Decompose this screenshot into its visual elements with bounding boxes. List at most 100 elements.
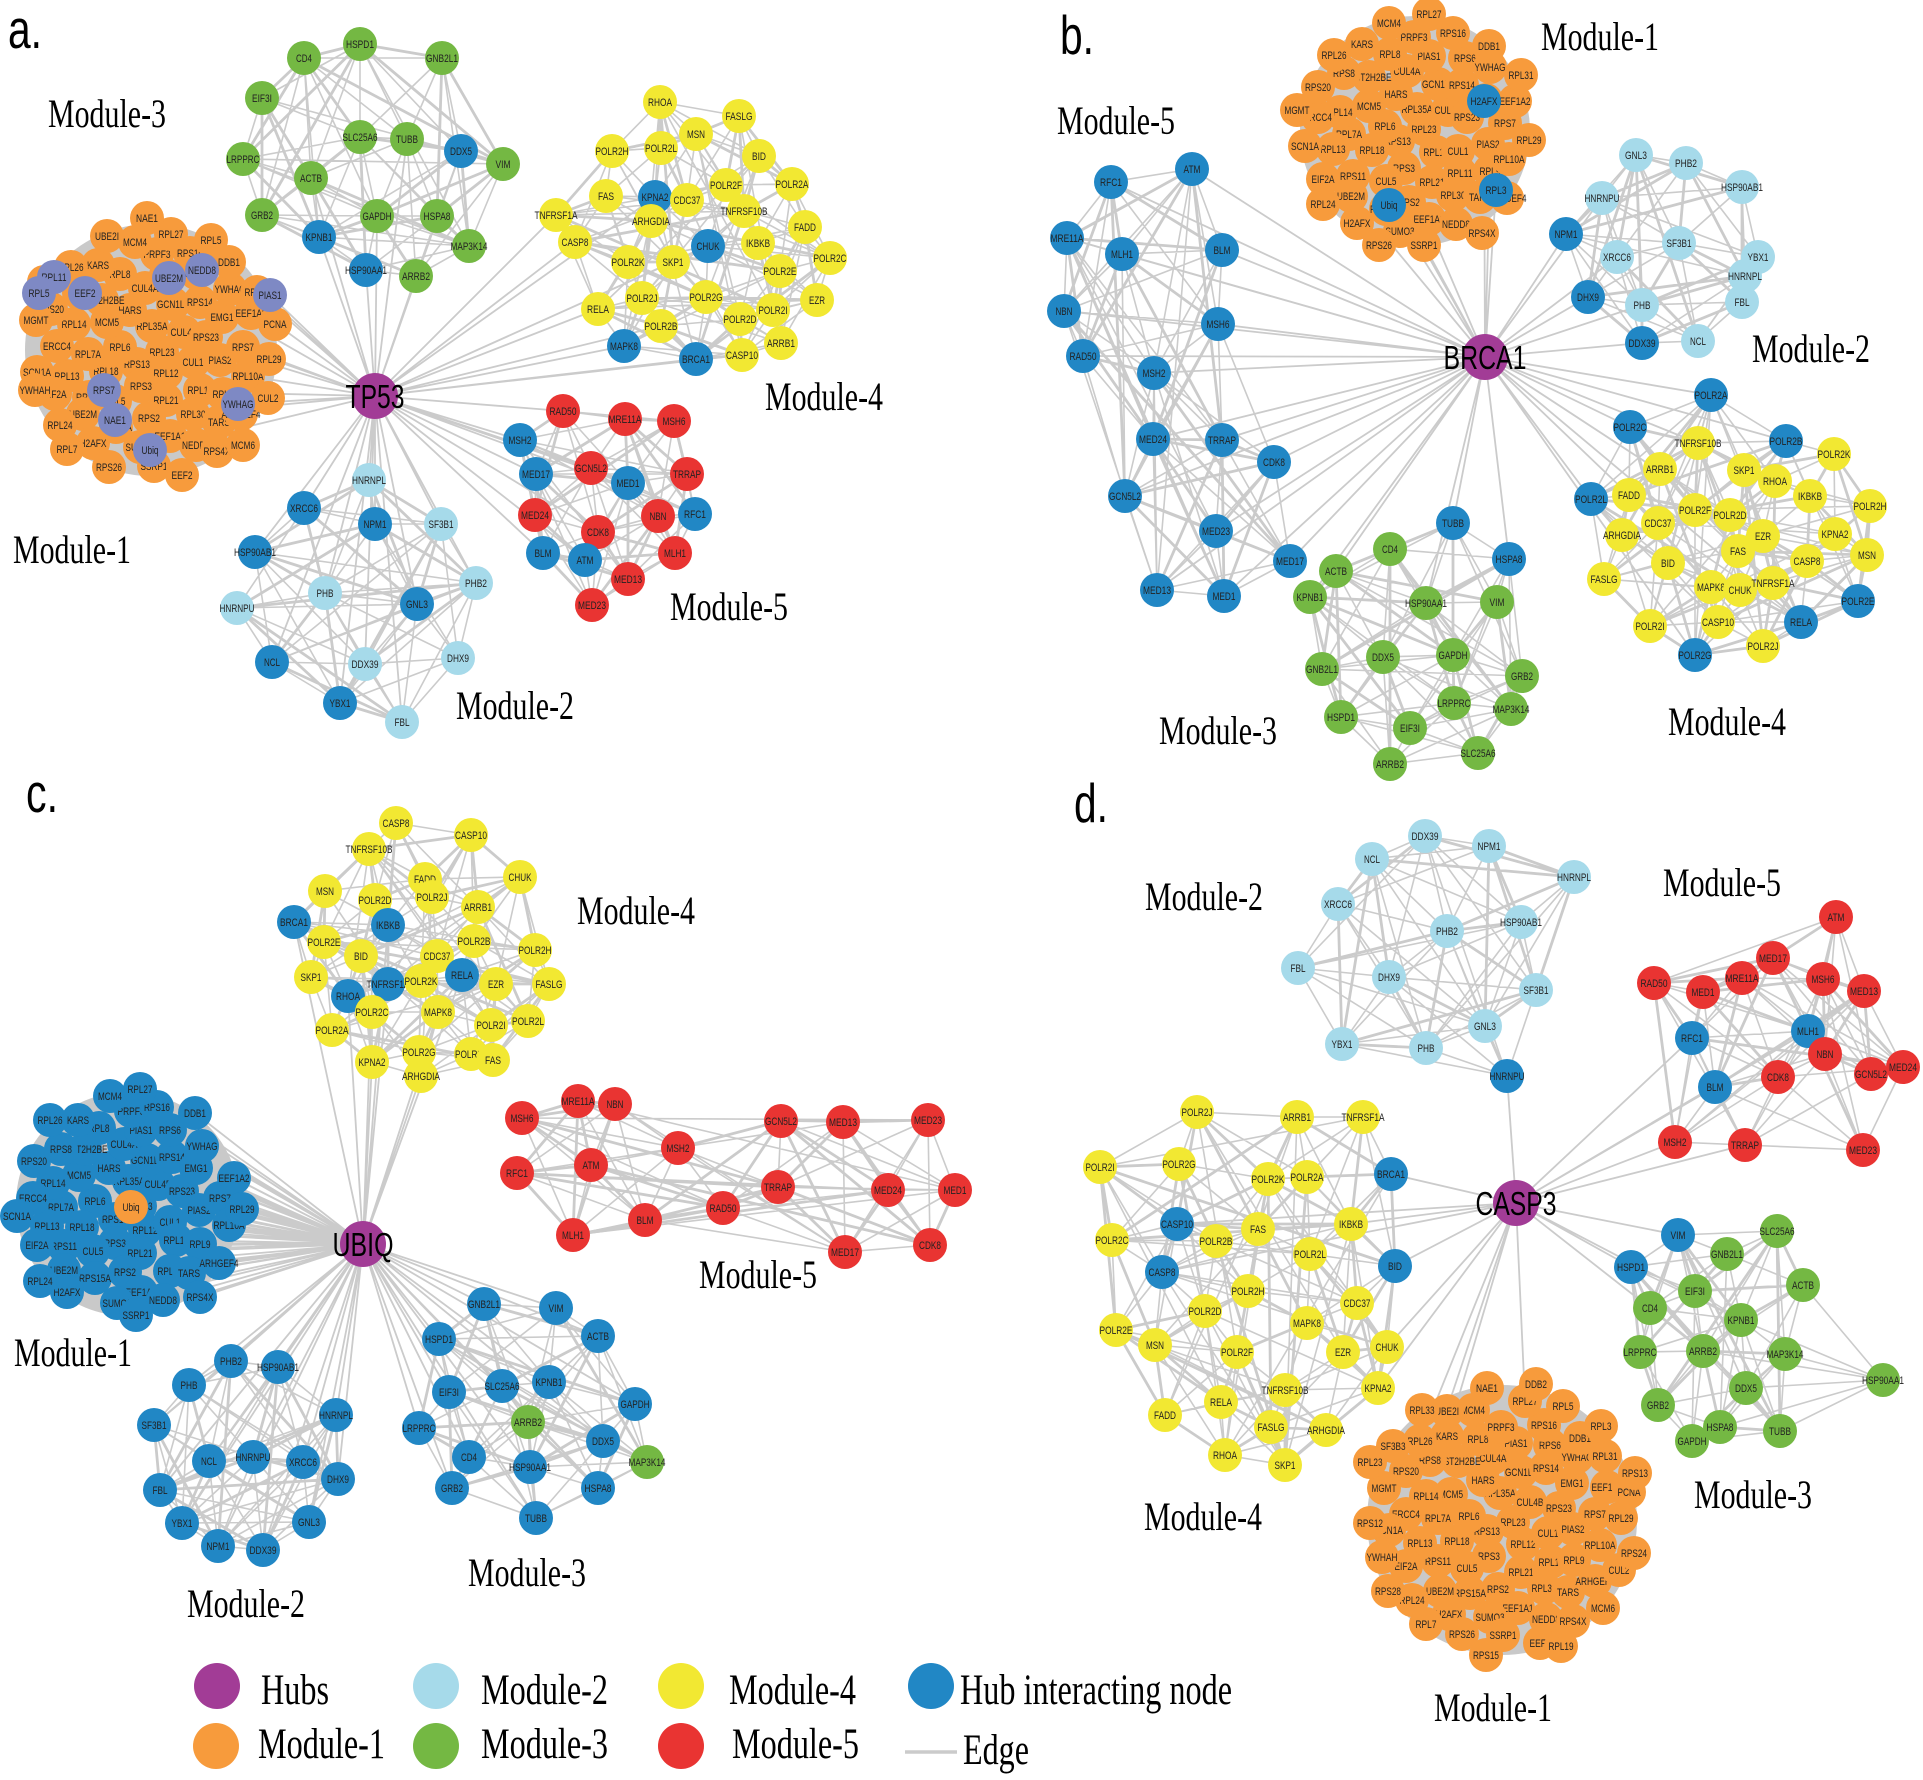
svg-text:MED23: MED23	[1849, 1145, 1877, 1157]
svg-text:IKBKB: IKBKB	[376, 920, 400, 932]
svg-text:GNB2L1: GNB2L1	[1711, 1249, 1743, 1261]
svg-text:PIAS2: PIAS2	[188, 1205, 211, 1217]
svg-text:EEF2: EEF2	[172, 470, 193, 482]
svg-text:RPL24: RPL24	[28, 1276, 53, 1288]
svg-text:BLM: BLM	[535, 548, 552, 560]
svg-text:POLR2E: POLR2E	[764, 266, 797, 278]
svg-text:SKP1: SKP1	[663, 257, 684, 269]
svg-text:VIM: VIM	[1671, 1230, 1686, 1242]
svg-text:HNRNPL: HNRNPL	[1728, 271, 1762, 283]
svg-text:MED1: MED1	[944, 1185, 967, 1197]
svg-text:MCM4: MCM4	[1377, 18, 1401, 30]
svg-text:RPL26: RPL26	[1408, 1436, 1433, 1448]
svg-text:POLR2G: POLR2G	[1163, 1159, 1196, 1171]
svg-text:RPS7: RPS7	[93, 385, 115, 397]
svg-text:ATM: ATM	[577, 555, 594, 567]
svg-text:HNRNPU: HNRNPU	[236, 1452, 271, 1464]
svg-text:YWHAH: YWHAH	[1367, 1552, 1398, 1564]
svg-text:HSPA8: HSPA8	[585, 1483, 612, 1495]
svg-text:RAD50: RAD50	[1070, 351, 1097, 363]
svg-text:RPL23: RPL23	[1358, 1457, 1383, 1469]
svg-text:CDK8: CDK8	[1263, 457, 1285, 469]
svg-text:POLR2D: POLR2D	[1189, 1306, 1222, 1318]
svg-text:Module-3: Module-3	[48, 91, 166, 136]
svg-text:RPS7: RPS7	[1584, 1509, 1606, 1521]
svg-text:BID: BID	[354, 951, 368, 963]
svg-text:RPL23: RPL23	[150, 347, 175, 359]
svg-text:EMG1: EMG1	[185, 1163, 208, 1175]
svg-text:RPS26: RPS26	[1366, 240, 1392, 252]
svg-text:DHX9: DHX9	[1378, 972, 1400, 984]
svg-text:UBE2M: UBE2M	[50, 1265, 78, 1277]
svg-text:GAPDH: GAPDH	[621, 1399, 650, 1411]
svg-text:RPL10A: RPL10A	[1585, 1540, 1616, 1552]
svg-text:TNFRSF10B: TNFRSF10B	[1262, 1385, 1309, 1397]
svg-text:RPS20: RPS20	[1305, 82, 1331, 94]
svg-text:TUBB: TUBB	[1442, 518, 1464, 530]
svg-text:RAD50: RAD50	[710, 1203, 737, 1215]
svg-text:RHOA: RHOA	[1213, 1450, 1238, 1462]
svg-text:YWHAG: YWHAG	[1562, 1452, 1593, 1464]
svg-text:MED13: MED13	[1143, 585, 1171, 597]
svg-text:LRPPRC: LRPPRC	[227, 154, 260, 166]
svg-text:VIM: VIM	[496, 159, 511, 171]
svg-text:POLR2J: POLR2J	[627, 293, 658, 305]
svg-text:Module-1: Module-1	[14, 1330, 132, 1375]
svg-text:MED17: MED17	[1759, 953, 1787, 965]
svg-text:MED24: MED24	[1889, 1062, 1917, 1074]
svg-text:MCM5: MCM5	[1439, 1489, 1463, 1501]
svg-text:NEDD8: NEDD8	[149, 1295, 177, 1307]
svg-text:ARRB2: ARRB2	[1689, 1346, 1717, 1358]
svg-text:TRRAP: TRRAP	[1208, 435, 1236, 447]
svg-text:RPL29: RPL29	[257, 354, 282, 366]
svg-text:MSH2: MSH2	[667, 1143, 690, 1155]
svg-text:FADD: FADD	[794, 222, 816, 234]
svg-text:RPS15: RPS15	[1473, 1650, 1499, 1662]
svg-text:POLR2B: POLR2B	[645, 321, 678, 333]
svg-text:RPL5: RPL5	[1553, 1401, 1574, 1413]
svg-text:PIAS1: PIAS1	[1418, 51, 1441, 63]
svg-text:SLC25A6: SLC25A6	[343, 132, 378, 144]
svg-text:POLR2D: POLR2D	[359, 895, 392, 907]
svg-text:H2AFX: H2AFX	[80, 438, 107, 450]
svg-text:RPL3: RPL3	[1486, 185, 1507, 197]
svg-text:RPS4X: RPS4X	[187, 1292, 214, 1304]
svg-text:CD4: CD4	[1642, 1303, 1658, 1315]
svg-text:KPNB1: KPNB1	[306, 232, 333, 244]
svg-text:Module-4: Module-4	[577, 888, 695, 933]
svg-text:DDX5: DDX5	[450, 146, 472, 158]
svg-text:GCN1L1: GCN1L1	[131, 1155, 163, 1167]
svg-text:POLR2B: POLR2B	[458, 936, 491, 948]
svg-text:PHB: PHB	[181, 1380, 198, 1392]
svg-text:MLH1: MLH1	[1111, 249, 1133, 261]
svg-text:NCL: NCL	[201, 1456, 217, 1468]
svg-text:XRCC6: XRCC6	[289, 1457, 317, 1469]
svg-text:CASP10: CASP10	[1161, 1219, 1193, 1231]
svg-text:NEDD8: NEDD8	[1442, 219, 1470, 231]
svg-text:RPL8: RPL8	[110, 269, 131, 281]
svg-text:TARS: TARS	[1557, 1587, 1579, 1599]
svg-text:KARS: KARS	[1436, 1431, 1458, 1443]
svg-text:ATM: ATM	[1828, 912, 1845, 924]
svg-text:RAD50: RAD50	[550, 406, 577, 418]
svg-text:ARRB2: ARRB2	[402, 271, 430, 283]
svg-text:RPS8: RPS8	[1419, 1455, 1441, 1467]
svg-text:MLH1: MLH1	[562, 1230, 584, 1242]
svg-text:EEF1A1: EEF1A1	[1503, 1603, 1534, 1615]
svg-text:TRRAP: TRRAP	[764, 1182, 792, 1194]
svg-text:POLR2L: POLR2L	[1575, 494, 1607, 506]
svg-text:PIAS1: PIAS1	[259, 290, 282, 302]
svg-text:POLR2I: POLR2I	[1636, 621, 1665, 633]
svg-text:HNRNPL: HNRNPL	[319, 1410, 353, 1422]
svg-text:RPS28: RPS28	[1375, 1586, 1401, 1598]
svg-text:SLC25A6: SLC25A6	[1760, 1226, 1795, 1238]
svg-text:ACTB: ACTB	[300, 173, 322, 185]
svg-text:SF3B1: SF3B1	[142, 1420, 167, 1432]
svg-text:RPL8: RPL8	[1380, 49, 1401, 61]
svg-text:PHB2: PHB2	[1675, 158, 1697, 170]
svg-text:RPL11: RPL11	[164, 1235, 189, 1247]
svg-text:EEF1A2: EEF1A2	[1500, 96, 1531, 108]
svg-text:CHUK: CHUK	[509, 872, 532, 884]
svg-text:Edge: Edge	[963, 1727, 1029, 1774]
svg-text:EEF1A2: EEF1A2	[219, 1173, 250, 1185]
